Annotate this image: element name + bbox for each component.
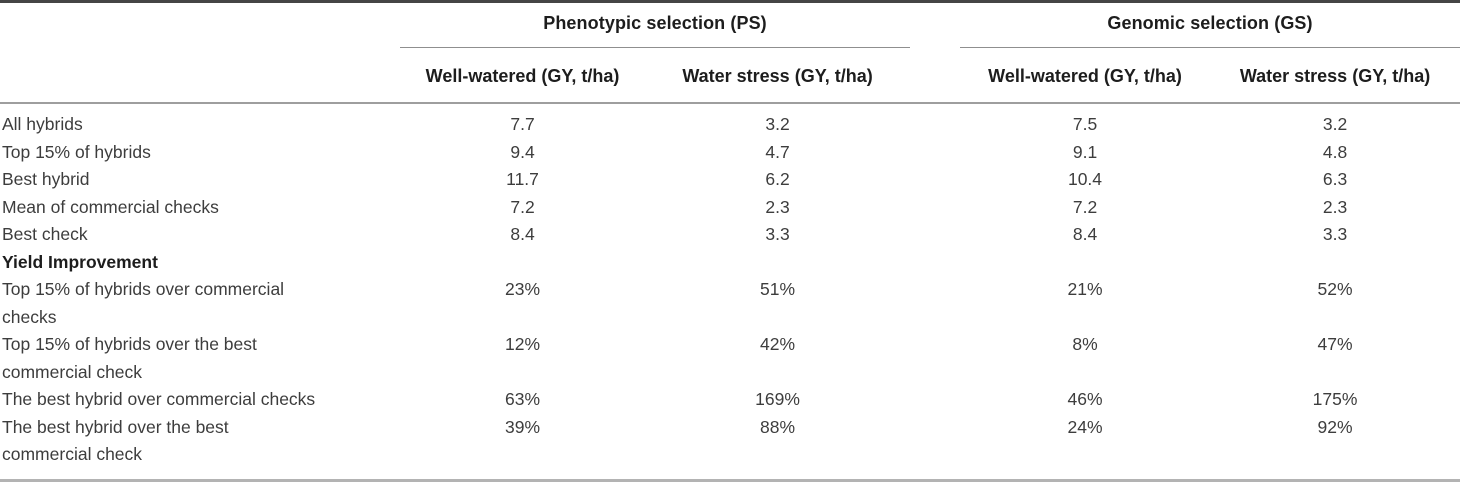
- cell-value: 10.4: [1067, 169, 1103, 189]
- row-label: Best check: [2, 224, 88, 244]
- cell-value: 9.4: [510, 141, 535, 162]
- cell-value: 7.5: [1072, 114, 1098, 134]
- cell-value: 2.3: [765, 196, 790, 217]
- group-label: Phenotypic selection (PS): [543, 13, 767, 33]
- cell-value: 12%: [505, 334, 541, 354]
- cell-value: 8%: [1072, 334, 1098, 354]
- cell-value: 175%: [1312, 389, 1358, 409]
- table-row: Top 15% of hybrids over the best commerc…: [0, 331, 1460, 386]
- table-row: Top 15% of hybrids 9.4 4.7 9.1 4.8: [0, 139, 1460, 167]
- row-label: Top 15% of hybrids over commercial check…: [2, 279, 285, 327]
- cell-value: 6.3: [1322, 169, 1348, 189]
- cell-value: 92%: [1317, 416, 1353, 437]
- cell-value: 7.2: [1072, 196, 1098, 217]
- row-label: The best hybrid over the best commercial…: [2, 416, 229, 465]
- cell-value: 8.4: [510, 224, 535, 244]
- table-row: Mean of commercial checks 7.2 2.3 7.2 2.3: [0, 194, 1460, 222]
- group-header-phenotypic-selection: Phenotypic selection (PS): [400, 2, 910, 48]
- column-header-gs-well-watered: Well-watered (GY, t/ha): [910, 48, 1211, 104]
- table-row: The best hybrid over the best commercial…: [0, 414, 1460, 481]
- row-label: Top 15% of hybrids over the best commerc…: [2, 334, 257, 382]
- cell-value: 9.1: [1072, 141, 1098, 162]
- cell-value: 3.2: [1322, 114, 1348, 134]
- table-row: Yield Improvement: [0, 249, 1460, 277]
- cell-value: 3.3: [765, 224, 790, 244]
- section-header-label: Yield Improvement: [2, 251, 158, 272]
- table-row: Best check 8.4 3.3 8.4 3.3: [0, 221, 1460, 249]
- cell-value: 2.3: [1322, 196, 1348, 217]
- table-row: Top 15% of hybrids over commercial check…: [0, 276, 1460, 331]
- column-header-row: Well-watered (GY, t/ha) Water stress (GY…: [0, 48, 1460, 104]
- cell-value: 4.7: [765, 141, 790, 162]
- cell-value: 52%: [1317, 279, 1353, 299]
- empty-corner-cell: [0, 2, 400, 49]
- empty-corner-cell: [0, 48, 401, 104]
- cell-value: 11.7: [506, 169, 539, 189]
- row-label: The best hybrid over commercial checks: [2, 389, 316, 409]
- cell-value: 7.2: [510, 196, 535, 217]
- cell-value: 7.7: [510, 114, 535, 134]
- cell-value: 3.2: [765, 114, 790, 134]
- cell-value: 88%: [759, 416, 796, 437]
- cell-value: 63%: [505, 389, 541, 409]
- cell-value: 8.4: [1072, 224, 1098, 244]
- cell-value: 6.2: [765, 169, 790, 189]
- row-label: All hybrids: [2, 114, 83, 134]
- cell-value: 46%: [1067, 389, 1103, 409]
- cell-value: 21%: [1067, 279, 1103, 299]
- group-label: Genomic selection (GS): [1107, 13, 1313, 33]
- cell-value: 42%: [759, 334, 796, 354]
- column-header-gs-water-stress: Water stress (GY, t/ha): [1210, 48, 1460, 104]
- column-header-ps-water-stress: Water stress (GY, t/ha): [645, 48, 910, 104]
- table-row: Best hybrid 11.7 6.2 10.4 6.3: [0, 166, 1460, 194]
- cell-value: [400, 249, 645, 277]
- table-body: All hybrids 7.7 3.2 7.5 3.2 Top 15% of hybrid…: [0, 103, 1460, 480]
- cell-value: 3.3: [1322, 224, 1348, 244]
- row-label: Mean of commercial checks: [2, 196, 219, 217]
- cell-value: [645, 249, 910, 277]
- group-underline: [400, 47, 910, 48]
- cell-value: 169%: [755, 389, 800, 409]
- column-header-ps-well-watered: Well-watered (GY, t/ha): [400, 48, 646, 104]
- row-label: Top 15% of hybrids: [2, 141, 151, 162]
- cell-value: 51%: [759, 279, 796, 299]
- group-header-row: Phenotypic selection (PS) Genomic select…: [0, 2, 1460, 49]
- cell-value: [910, 249, 1210, 277]
- cell-value: 24%: [1067, 416, 1103, 437]
- table-row: All hybrids 7.7 3.2 7.5 3.2: [0, 103, 1460, 139]
- cell-value: 39%: [505, 416, 541, 437]
- table-row: The best hybrid over commercial checks 63…: [0, 386, 1460, 414]
- group-header-genomic-selection: Genomic selection (GS): [910, 2, 1460, 48]
- cell-value: 4.8: [1322, 141, 1348, 162]
- cell-value: [1210, 249, 1460, 277]
- group-underline: [960, 47, 1460, 48]
- row-label: Best hybrid: [2, 169, 90, 189]
- table-header: Phenotypic selection (PS) Genomic select…: [0, 2, 1460, 104]
- cell-value: 23%: [505, 279, 541, 299]
- cell-value: 47%: [1317, 334, 1353, 354]
